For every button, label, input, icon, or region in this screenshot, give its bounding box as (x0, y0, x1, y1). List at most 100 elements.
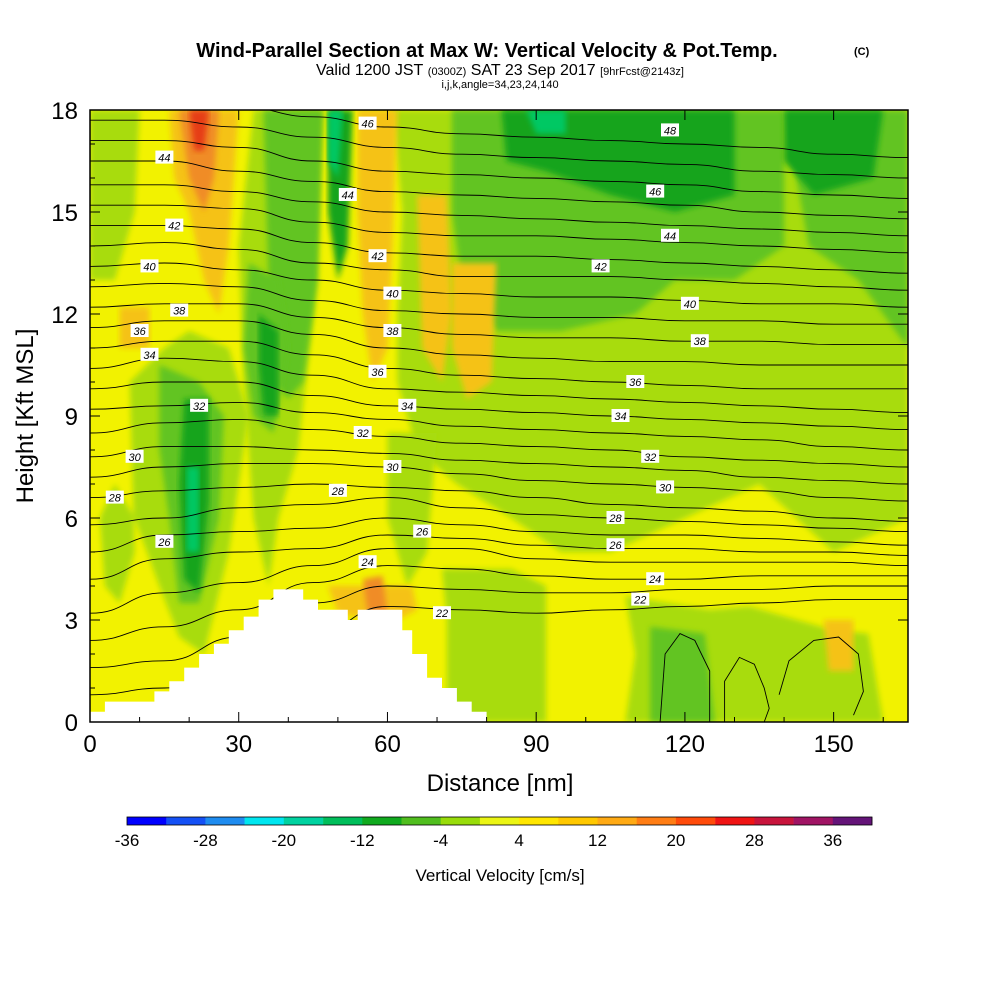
fill-region-red (189, 110, 209, 151)
contour-label: 32 (641, 449, 660, 464)
contour-label: 42 (591, 259, 610, 273)
y-axis-label: Height [Kft MSL] (12, 329, 39, 504)
y-tick-label: 9 (65, 404, 78, 431)
contour-label-box (631, 592, 650, 606)
isentrope-line (90, 497, 908, 533)
contour-label: 40 (383, 286, 402, 301)
contour-label: 26 (606, 538, 625, 552)
colorbar-swatch (636, 817, 677, 825)
isentrope-line (90, 565, 908, 641)
contour-label-box (155, 150, 174, 164)
contour-label: 22 (433, 606, 451, 620)
contour-label-box (358, 555, 377, 569)
contour-label: 28 (606, 511, 625, 525)
colorbar-tick-label: -12 (350, 831, 375, 850)
colorbar-swatch (519, 817, 559, 825)
contour-label: 24 (358, 555, 377, 569)
contour-label-text: 30 (659, 482, 672, 494)
isentrope-line (90, 140, 908, 199)
isentrope-line (267, 110, 908, 159)
contour-label: 38 (690, 334, 709, 348)
colorbar-swatch (323, 817, 363, 825)
x-axis-ticks: 0 30 60 90 120 150 (83, 110, 884, 758)
colorbar-tick-label: 28 (745, 831, 764, 850)
closed-contour-line (724, 656, 770, 722)
contour-label-box (641, 449, 660, 463)
contour-label: 44 (155, 150, 174, 165)
contour-label-box (656, 480, 675, 494)
contour-label: 40 (140, 259, 159, 273)
contour-label-box (646, 184, 665, 198)
contour-label-box (190, 398, 209, 412)
contour-label-text: 28 (608, 513, 622, 525)
contour-label-text: 42 (371, 251, 383, 263)
contour-label-box (661, 228, 679, 242)
contour-label: 24 (646, 572, 665, 586)
isentrope-line (90, 282, 908, 325)
contour-label-text: 36 (371, 367, 384, 379)
contour-label-text: 46 (361, 119, 374, 131)
contour-label-box (680, 296, 699, 310)
contour-label-text: 36 (629, 377, 642, 389)
isentrope-line (90, 463, 908, 502)
contour-label-text: 42 (594, 261, 606, 273)
x-tick-label: 120 (665, 731, 705, 758)
contour-label-text: 30 (386, 462, 399, 474)
colorbar-swatch (244, 817, 285, 825)
colorbar-swatch (205, 817, 245, 825)
isentrope-line (90, 340, 908, 390)
chart-subtitle: Valid 1200 JST (0300Z) SAT 23 Sep 2017 [… (316, 62, 684, 79)
contour-label-box (413, 524, 432, 538)
contour-label: 26 (155, 534, 174, 549)
colorbar-swatch (362, 817, 402, 825)
x-axis-label: Distance [nm] (427, 770, 574, 797)
terrain (90, 589, 487, 722)
contour-label-text: 46 (649, 187, 662, 199)
contour-label: 34 (140, 347, 159, 362)
isentrope-line (90, 357, 908, 414)
contour-label-text: 44 (342, 190, 354, 202)
isentrope-line (90, 160, 908, 220)
theta-contour-lines (90, 110, 908, 696)
isentrope-line (90, 242, 908, 291)
contour-label-text: 42 (168, 221, 180, 233)
contour-label: 30 (383, 460, 402, 474)
contour-label: 26 (413, 524, 432, 539)
colorbar-frame (126, 816, 873, 826)
x-tick-label: 0 (83, 731, 96, 758)
contour-label-box (433, 606, 451, 620)
colorbar (126, 816, 873, 826)
colorbar-tick-label: -20 (272, 831, 297, 850)
isentrope-line (90, 418, 908, 468)
colorbar-tick-label: -4 (433, 831, 448, 850)
contour-label-text: 44 (158, 153, 170, 165)
fill-region-light_orange (417, 195, 452, 382)
colorbar-label: Vertical Velocity [cm/s] (415, 866, 584, 885)
isentrope-line (90, 204, 908, 254)
contour-label-text: 26 (157, 537, 171, 549)
contour-label: 30 (656, 480, 675, 494)
fill-region-orange (362, 575, 388, 614)
isentrope-line (90, 225, 908, 274)
contour-label-box (383, 324, 402, 337)
contour-label: 34 (611, 409, 630, 423)
contour-label-box (661, 123, 679, 137)
contour-label-text: 24 (648, 574, 661, 586)
colorbar-swatch (754, 817, 794, 825)
contour-label-box (125, 449, 144, 463)
contour-label: 38 (383, 324, 402, 338)
theta-contour-labels: 2222242426262628282830303032323234343436… (105, 116, 709, 620)
contour-label-text: 40 (684, 299, 697, 311)
contour-label-box (155, 534, 174, 548)
contour-label-box (338, 188, 357, 201)
isentrope-line (90, 548, 908, 614)
contour-label: 32 (190, 398, 209, 413)
colorbar-swatch (127, 817, 167, 825)
contour-label-box (105, 490, 124, 504)
colorbar-swatch (479, 817, 520, 825)
contour-label: 48 (661, 123, 679, 137)
subtitle-valid: Valid 1200 JST (316, 62, 424, 79)
contour-label-text: 32 (193, 401, 205, 413)
